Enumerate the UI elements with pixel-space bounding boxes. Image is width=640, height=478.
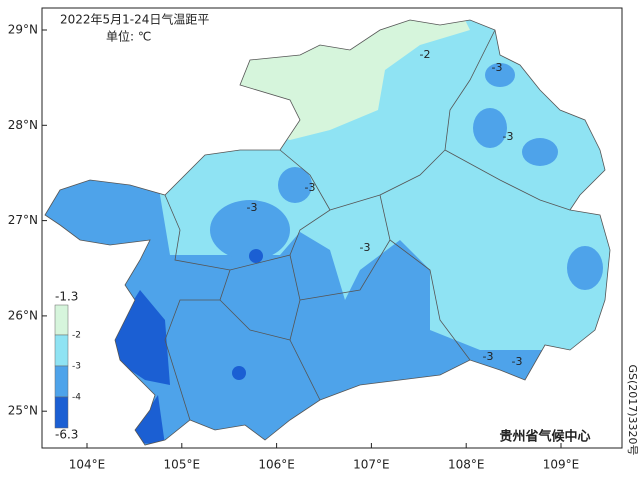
- contour-label: -2: [420, 48, 431, 61]
- lon-tick-label: 108°E: [448, 458, 485, 472]
- lat-tick-label: 25°N: [8, 404, 38, 418]
- lat-tick-label: 27°N: [8, 213, 38, 227]
- legend-label: -2: [72, 331, 81, 341]
- lon-tick-label: 104°E: [69, 458, 106, 472]
- contour-label: -3: [503, 130, 514, 143]
- contour-label: -3: [483, 350, 494, 363]
- legend-label: -1.3: [55, 290, 78, 304]
- source-label: 贵州省气候中心: [499, 429, 590, 445]
- field-4-6: [115, 290, 170, 445]
- field-3-4: [210, 200, 290, 260]
- map-title: 2022年5月1-24日气温距平: [60, 12, 209, 27]
- legend-swatch: [54, 396, 69, 429]
- legend-label: -4: [72, 393, 81, 403]
- field-3-4: [473, 108, 507, 148]
- field-3-4: [567, 246, 603, 290]
- contour-label: -3: [512, 355, 523, 368]
- contour-label: -3: [492, 61, 503, 74]
- lon-tick-label: 107°E: [353, 458, 390, 472]
- lon-tick-label: 105°E: [164, 458, 201, 472]
- unit-label: 单位: ℃: [106, 29, 151, 44]
- legend-label: -6.3: [55, 428, 78, 442]
- field-3-4: [278, 167, 312, 203]
- legend-label: -3: [72, 362, 81, 372]
- legend-swatch: [54, 334, 69, 367]
- field-3-4: [522, 138, 558, 166]
- field-3-4: [485, 63, 515, 87]
- field-4-6: [232, 366, 246, 380]
- field-4-6: [249, 249, 263, 263]
- legend-swatch: [54, 304, 69, 336]
- lon-tick-label: 106°E: [258, 458, 295, 472]
- lat-tick-label: 29°N: [8, 23, 38, 37]
- legend-swatch: [54, 365, 69, 398]
- legend: -1.3 -2 -3 -4 -6.3: [54, 290, 81, 442]
- contour-label: -3: [247, 201, 258, 214]
- lat-tick-label: 26°N: [8, 308, 38, 322]
- approval-number: GS(2017)3320号: [626, 364, 639, 455]
- contour-label: -3: [305, 181, 316, 194]
- contour-label: -3: [360, 241, 371, 254]
- boundaries: [44, 19, 611, 446]
- lat-tick-label: 28°N: [8, 118, 38, 132]
- lon-tick-label: 109°E: [543, 458, 580, 472]
